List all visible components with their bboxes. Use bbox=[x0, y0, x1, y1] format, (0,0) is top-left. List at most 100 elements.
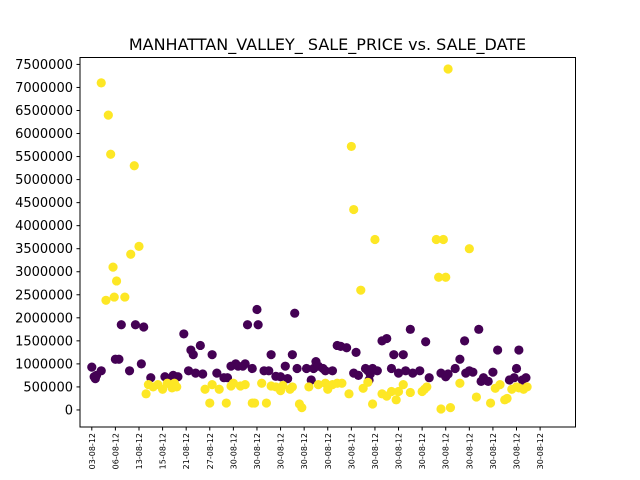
data-point bbox=[124, 366, 135, 376]
data-point bbox=[438, 234, 448, 245]
data-point bbox=[106, 149, 116, 159]
data-point bbox=[443, 64, 453, 74]
data-point bbox=[391, 395, 401, 405]
data-point bbox=[126, 249, 136, 259]
x-tick-label: 30-08-12 bbox=[465, 433, 474, 469]
x-tick-label: 30-08-12 bbox=[513, 433, 522, 469]
data-point bbox=[120, 292, 130, 302]
x-axis: 03-08-12 06-08-12 13-08-12 15-08-12 21-08-12… bbox=[88, 427, 545, 469]
data-point bbox=[346, 141, 356, 152]
data-point bbox=[240, 359, 250, 369]
data-point bbox=[221, 398, 231, 408]
data-point bbox=[337, 378, 347, 388]
x-tick-label: 30-08-12 bbox=[347, 433, 356, 469]
data-point bbox=[342, 343, 352, 353]
x-tick-label: 27-08-12 bbox=[206, 433, 215, 469]
data-point bbox=[471, 392, 481, 402]
data-point bbox=[111, 276, 122, 286]
data-point bbox=[320, 366, 330, 376]
data-point bbox=[389, 350, 399, 360]
data-point bbox=[266, 350, 276, 360]
y-tick-label: 5500000 bbox=[15, 150, 73, 165]
y-tick-label: 5000000 bbox=[15, 173, 73, 188]
data-point bbox=[353, 370, 364, 380]
data-point bbox=[280, 361, 290, 371]
data-point bbox=[382, 333, 392, 344]
data-point bbox=[450, 363, 460, 374]
data-point bbox=[228, 378, 238, 388]
data-point bbox=[509, 373, 519, 383]
data-point bbox=[431, 234, 441, 245]
data-point bbox=[214, 384, 224, 394]
data-point bbox=[363, 377, 373, 387]
data-point bbox=[367, 399, 378, 409]
data-point bbox=[253, 320, 263, 330]
data-point bbox=[191, 368, 201, 378]
x-tick-label: 30-08-12 bbox=[324, 433, 333, 469]
data-point bbox=[200, 384, 210, 394]
data-point bbox=[356, 285, 366, 295]
data-point bbox=[198, 369, 208, 379]
x-tick-label: 30-08-12 bbox=[489, 433, 498, 469]
data-point bbox=[327, 366, 338, 376]
data-point bbox=[415, 366, 425, 376]
y-tick-label: 3500000 bbox=[15, 242, 73, 257]
y-axis: 0 500000 1000000 1500000 2000000 2500000 30000… bbox=[15, 58, 80, 418]
data-point bbox=[207, 380, 217, 390]
x-tick-label: 30-08-12 bbox=[253, 433, 262, 469]
data-point bbox=[250, 398, 260, 408]
data-point bbox=[183, 366, 194, 376]
x-tick-label: 30-08-12 bbox=[300, 433, 309, 469]
data-point bbox=[188, 350, 198, 360]
data-point bbox=[195, 340, 205, 351]
x-tick-label: 30-08-12 bbox=[229, 433, 238, 469]
data-point bbox=[436, 404, 446, 414]
data-point bbox=[485, 398, 496, 408]
x-tick-label: 03-08-12 bbox=[88, 433, 97, 469]
x-tick-label: 13-08-12 bbox=[135, 433, 144, 469]
data-point bbox=[222, 373, 233, 383]
data-point bbox=[483, 376, 493, 386]
y-tick-label: 2000000 bbox=[15, 311, 73, 326]
data-point bbox=[495, 380, 505, 390]
data-point bbox=[405, 324, 415, 334]
x-tick-label: 30-08-12 bbox=[371, 433, 380, 469]
y-tick-label: 7500000 bbox=[15, 58, 73, 73]
y-tick-label: 2500000 bbox=[15, 288, 73, 303]
data-point bbox=[242, 320, 253, 330]
data-point bbox=[386, 363, 397, 374]
data-point bbox=[493, 345, 503, 355]
data-point bbox=[275, 372, 286, 382]
data-point bbox=[136, 359, 146, 369]
y-tick-label: 6000000 bbox=[15, 127, 73, 142]
y-tick-label: 6500000 bbox=[15, 104, 73, 119]
chart-title: MANHATTAN_VALLEY_ SALE_PRICE vs. SALE_DA… bbox=[129, 35, 526, 55]
data-point bbox=[87, 362, 97, 372]
y-tick-label: 0 bbox=[65, 403, 73, 418]
data-point bbox=[139, 322, 149, 332]
data-point bbox=[264, 366, 274, 376]
data-point bbox=[408, 368, 418, 378]
data-point bbox=[443, 369, 453, 379]
data-point bbox=[292, 363, 302, 374]
data-point bbox=[401, 366, 411, 376]
data-point bbox=[344, 389, 354, 399]
data-point bbox=[521, 373, 531, 383]
data-point bbox=[502, 393, 512, 404]
data-point bbox=[386, 386, 397, 397]
data-point bbox=[405, 387, 415, 398]
data-point bbox=[283, 374, 293, 384]
data-point bbox=[304, 382, 314, 392]
data-point bbox=[172, 382, 182, 392]
data-point bbox=[297, 403, 307, 413]
data-point bbox=[257, 378, 267, 388]
data-point bbox=[511, 363, 522, 374]
data-point bbox=[393, 386, 404, 397]
x-tick-label: 15-08-12 bbox=[159, 433, 168, 469]
data-point bbox=[306, 375, 316, 385]
data-point bbox=[514, 345, 524, 355]
data-point bbox=[370, 234, 380, 245]
data-point bbox=[468, 367, 478, 377]
y-tick-label: 3000000 bbox=[15, 265, 73, 280]
